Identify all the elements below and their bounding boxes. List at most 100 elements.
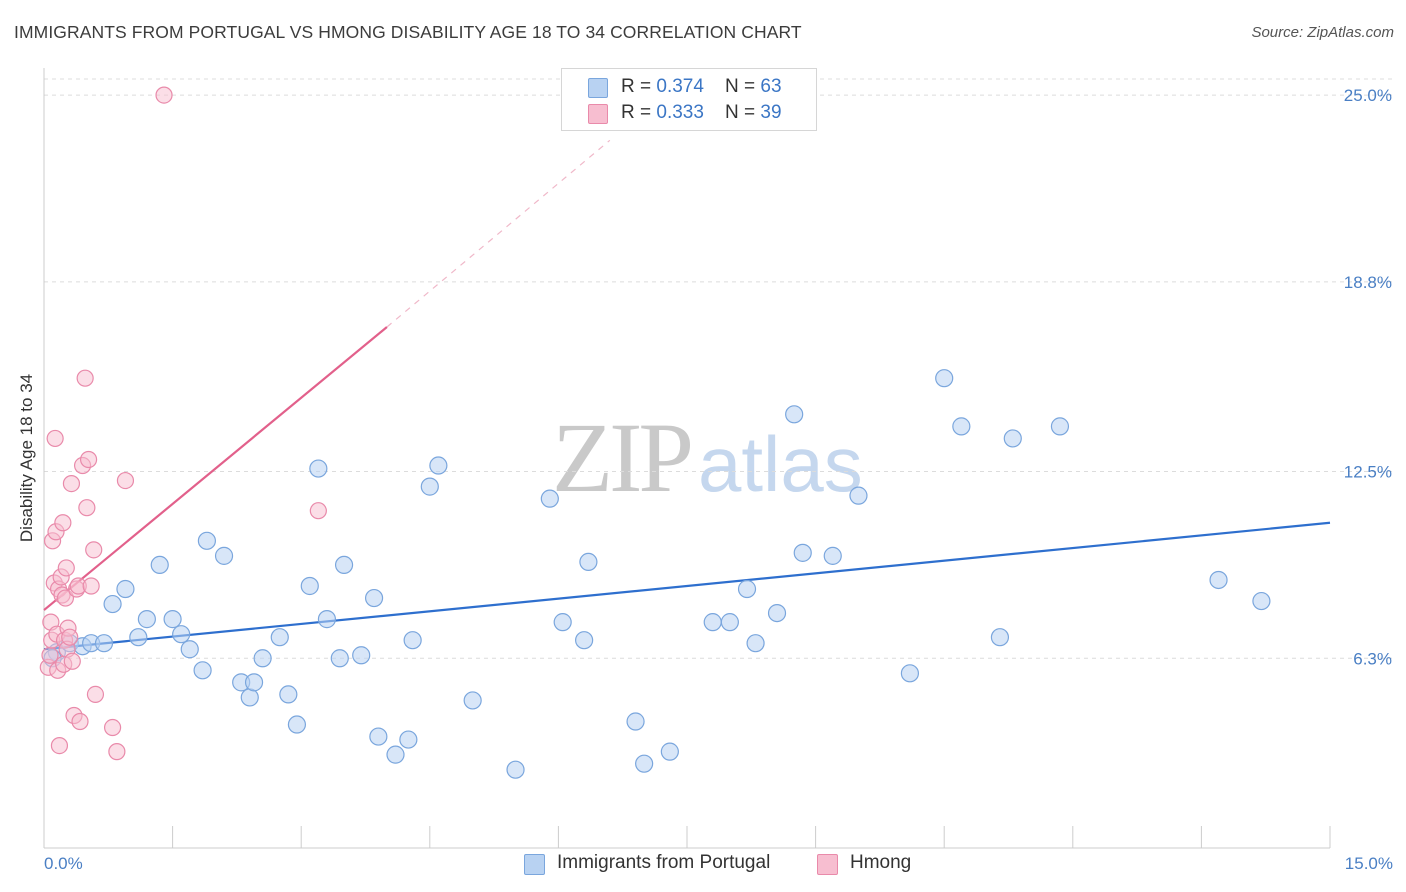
data-point-portugal [1252,591,1271,611]
data-point-portugal [952,417,971,436]
trend-line-portugal [43,521,1331,651]
points-layer [39,86,1271,779]
data-point-portugal [900,664,920,683]
y-tick-label: 6.3% [1353,649,1392,668]
data-point-portugal [330,649,349,668]
data-point-portugal [463,691,482,710]
data-point-portugal [399,730,418,749]
data-point-portugal [103,594,122,614]
data-point-portugal [420,477,439,496]
data-point-portugal [506,760,525,779]
data-point-portugal [244,673,264,692]
data-point-hmong [46,429,64,448]
data-point-portugal [287,715,307,734]
y-tick-label: 25.0% [1344,86,1392,105]
series-legend-label: Hmong [850,852,912,873]
data-point-portugal [150,555,169,575]
data-point-portugal [386,745,405,764]
data-point-portugal [129,628,148,647]
stats-legend: R = 0.374 N = 63 R = 0.333 N = 39 [561,68,817,131]
data-point-portugal [579,552,598,571]
data-point-hmong [62,474,81,493]
data-point-portugal [180,640,199,659]
legend-n-value: 39 [760,102,782,123]
data-point-portugal [309,459,328,478]
data-point-hmong [309,502,327,520]
series-legend-label: Immigrants from Portugal [557,852,771,873]
data-point-portugal [163,610,182,629]
data-point-portugal [317,610,337,629]
data-point-hmong [54,514,72,532]
data-point-portugal [197,531,216,550]
data-point-portugal [635,754,654,773]
data-point-hmong [57,559,75,577]
data-point-hmong [116,471,135,490]
legend-r-label: R = [621,76,657,97]
x-tick-label: 0.0% [44,854,83,873]
data-point-portugal [214,546,234,565]
data-point-portugal [990,628,1010,647]
data-point-portugal [193,661,212,680]
data-point-portugal [720,613,739,632]
data-point-hmong [82,577,100,595]
data-point-portugal [785,405,804,424]
data-point-portugal [137,610,156,629]
legend-r-label: R = [621,102,657,123]
data-point-portugal [703,613,722,632]
series-legend: Immigrants from Portugal Hmong [0,852,1406,878]
data-point-hmong [76,369,94,387]
series-swatch-hmong [817,854,838,875]
legend-swatch-hmong [588,104,608,124]
data-point-portugal [849,486,868,505]
data-point-portugal [403,631,422,650]
data-point-hmong [86,685,105,704]
data-point-hmong [71,712,89,731]
y-tick-label: 12.5% [1344,463,1392,482]
data-point-portugal [352,646,371,665]
data-point-portugal [575,631,594,650]
data-point-hmong [103,718,122,737]
chart-title: IMMIGRANTS FROM PORTUGAL VS HMONG DISABI… [14,22,802,42]
data-point-portugal [1003,429,1022,448]
data-point-portugal [823,546,842,565]
data-point-hmong [41,646,59,664]
data-point-portugal [240,688,259,707]
data-point-portugal [540,489,559,508]
data-point-portugal [364,588,384,608]
trend-line-hmong-extension [386,139,611,328]
data-point-portugal [737,579,757,599]
data-point-portugal [270,628,289,647]
watermark-atlas: atlas [698,420,863,508]
watermark-zip: ZIP [552,402,694,513]
data-point-portugal [626,712,645,731]
watermark: ZIP atlas [552,400,863,515]
data-point-hmong [155,86,173,104]
data-point-portugal [94,634,114,653]
data-point-portugal [334,555,354,575]
series-swatch-portugal [524,854,545,875]
source-credit: Source: ZipAtlas.com [1251,24,1394,41]
data-point-hmong [63,652,81,670]
data-point-portugal [935,369,954,388]
data-point-hmong [61,628,79,646]
legend-n-value: 63 [760,76,782,97]
data-point-portugal [553,613,572,632]
legend-n-label: N = [725,76,761,97]
data-point-portugal [253,649,272,668]
legend-r-value: 0.333 [656,102,704,123]
trend-layer [43,139,1331,651]
data-point-hmong [50,737,69,755]
data-point-hmong [78,499,96,517]
data-point-hmong [56,589,75,607]
x-tick-label: 15.0% [1345,854,1393,873]
data-point-portugal [369,727,388,746]
grid-layer [44,78,1392,659]
data-point-hmong [85,541,103,559]
data-point-portugal [172,625,191,644]
trend-line-hmong [43,326,388,611]
data-point-portugal [746,634,765,653]
data-point-portugal [116,579,135,599]
legend-r-value: 0.374 [656,76,704,97]
tick-label-layer: 6.3% 12.5% 18.8% 25.0% 0.0% 15.0% [44,86,1393,873]
